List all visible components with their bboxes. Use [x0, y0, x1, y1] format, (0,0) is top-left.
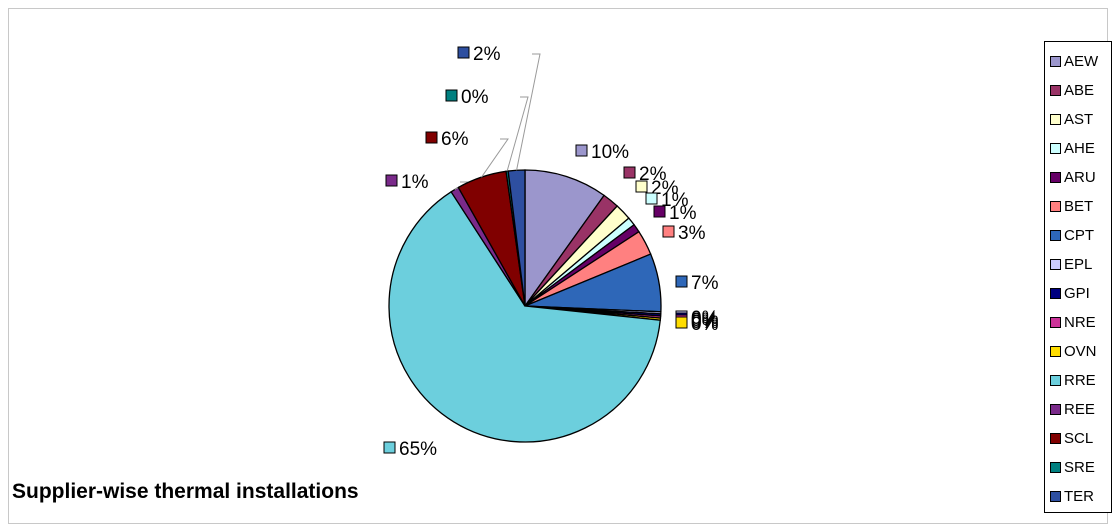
svg-text:0%: 0%	[691, 310, 719, 331]
legend-label: OVN	[1064, 343, 1097, 360]
legend-item-ree: REE	[1045, 395, 1111, 424]
legend-item-ahe: AHE	[1045, 134, 1111, 163]
legend-item-scl: SCL	[1045, 424, 1111, 453]
legend-label: AHE	[1064, 140, 1095, 157]
slice-label-ast: 2%	[635, 178, 679, 199]
slice-label-aew: 10%	[575, 142, 629, 163]
legend-swatch	[1050, 375, 1061, 386]
pie-slice-aew	[524, 169, 605, 309]
legend-item-cpt: CPT	[1045, 221, 1111, 250]
legend-swatch	[1050, 433, 1061, 444]
slice-label-rre: 65%	[383, 439, 437, 460]
legend-label: BET	[1064, 198, 1094, 215]
legend-label: GPI	[1064, 285, 1090, 302]
slice-label-abe: 2%	[623, 164, 667, 185]
legend-swatch	[1050, 56, 1061, 67]
slice-label-ahe: 1%	[645, 190, 689, 211]
slice-label-ter: 2%	[457, 44, 501, 65]
legend-item-bet: BET	[1045, 192, 1111, 221]
legend-item-sre: SRE	[1045, 453, 1111, 482]
svg-text:10%: 10%	[591, 142, 629, 163]
legend-label: AEW	[1064, 53, 1099, 70]
legend-item-rre: RRE	[1045, 366, 1111, 395]
legend-item-abe: ABE	[1045, 76, 1111, 105]
slice-label-bet: 3%	[662, 223, 706, 244]
legend-item-epl: EPL	[1045, 250, 1111, 279]
chart-title: Supplier-wise thermal installations	[12, 480, 359, 503]
legend-swatch	[1050, 85, 1061, 96]
legend-swatch	[1050, 491, 1061, 502]
legend-swatch	[1050, 346, 1061, 357]
legend-swatch	[1050, 201, 1061, 212]
legend-label: EPL	[1064, 256, 1093, 273]
svg-text:3%: 3%	[678, 223, 706, 244]
svg-text:6%: 6%	[441, 129, 469, 150]
slice-label-aru: 1%	[653, 203, 697, 224]
legend-item-aew: AEW	[1045, 47, 1111, 76]
legend-swatch	[1050, 317, 1061, 328]
legend-item-ast: AST	[1045, 105, 1111, 134]
svg-text:1%: 1%	[661, 190, 689, 211]
legend-label: REE	[1064, 401, 1095, 418]
legend-item-nre: NRE	[1045, 308, 1111, 337]
legend-item-gpi: GPI	[1045, 279, 1111, 308]
legend-item-aru: ARU	[1045, 163, 1111, 192]
legend-swatch	[1050, 114, 1061, 125]
legend-item-ter: TER	[1045, 482, 1111, 511]
svg-text:7%: 7%	[691, 273, 719, 294]
legend-label: SCL	[1064, 430, 1094, 447]
svg-text:0%: 0%	[691, 308, 719, 329]
svg-text:2%: 2%	[651, 178, 679, 199]
legend-swatch	[1050, 462, 1061, 473]
svg-text:0%: 0%	[691, 314, 719, 335]
svg-text:0%: 0%	[691, 312, 719, 333]
legend-swatch	[1050, 404, 1061, 415]
slice-label-ovn: 0%	[675, 314, 719, 335]
legend-swatch	[1050, 143, 1061, 154]
legend-label: ABE	[1064, 82, 1095, 99]
legend-item-ovn: OVN	[1045, 337, 1111, 366]
svg-text:2%: 2%	[639, 164, 667, 185]
legend-swatch	[1050, 230, 1061, 241]
legend-label: SRE	[1064, 459, 1095, 476]
svg-text:1%: 1%	[401, 172, 429, 193]
svg-text:65%: 65%	[399, 439, 437, 460]
pie-slice-rre	[388, 190, 661, 443]
slice-label-ree: 1%	[385, 172, 429, 193]
legend-label: TER	[1064, 488, 1094, 505]
legend-swatch	[1050, 288, 1061, 299]
slice-label-sre: 0%	[445, 87, 489, 108]
legend: AEW ABE AST AHE ARU BET CPT EPL GPI NRE OVN RRE REE S…	[1044, 41, 1112, 513]
svg-text:2%: 2%	[473, 44, 501, 65]
legend-label: CPT	[1064, 227, 1094, 244]
legend-label: NRE	[1064, 314, 1096, 331]
slice-label-cpt: 7%	[675, 273, 719, 294]
svg-text:1%: 1%	[669, 203, 697, 224]
legend-swatch	[1050, 259, 1061, 270]
legend-swatch	[1050, 172, 1061, 183]
legend-label: AST	[1064, 111, 1094, 128]
legend-label: ARU	[1064, 169, 1096, 186]
legend-label: RRE	[1064, 372, 1096, 389]
svg-text:0%: 0%	[461, 87, 489, 108]
slice-label-scl: 6%	[425, 129, 469, 150]
